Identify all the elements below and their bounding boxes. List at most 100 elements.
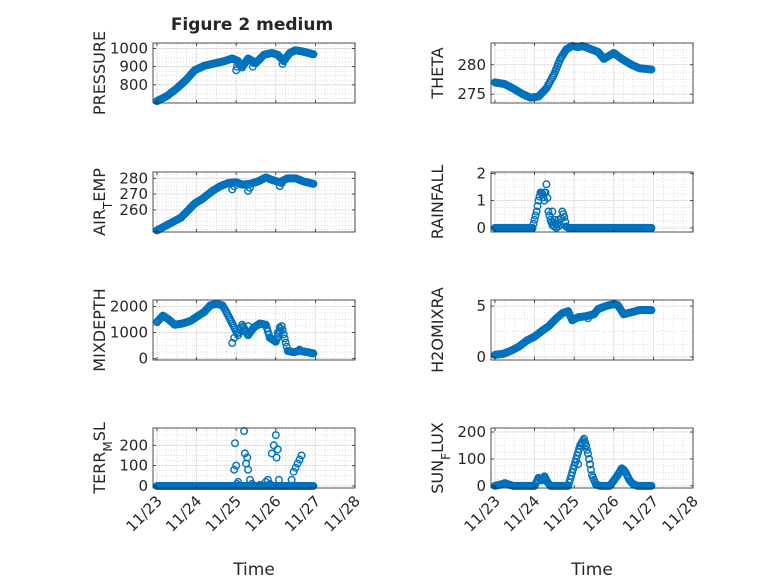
- data-point: [269, 441, 278, 450]
- data-point: [240, 449, 249, 458]
- axes-box: [152, 299, 356, 361]
- data-series: [152, 173, 318, 235]
- panel-theta: 275 280 THETA: [428, 41, 694, 104]
- data-point: [309, 50, 318, 59]
- y-axis-label-part: H2OMIXRA: [428, 287, 447, 373]
- data-point: [309, 481, 318, 490]
- data-point: [295, 345, 304, 354]
- data-series: [152, 299, 318, 358]
- data-point: [230, 439, 239, 448]
- y-tick-label: 5: [476, 297, 486, 315]
- figure-title: Figure 2 medium: [171, 15, 333, 35]
- y-axis-label: RAINFALL: [428, 165, 447, 240]
- data-point: [583, 445, 592, 454]
- data-point: [544, 207, 553, 216]
- data-point: [293, 459, 302, 468]
- data-series: [152, 427, 318, 490]
- plot-area: [491, 300, 693, 360]
- data-point: [533, 202, 542, 211]
- axes-box: [490, 299, 694, 361]
- data-point: [309, 179, 318, 188]
- y-axis-label-part: RAINFALL: [428, 165, 447, 240]
- data-point: [584, 449, 593, 458]
- data-point: [297, 451, 306, 460]
- data-point: [275, 323, 284, 332]
- y-tick-label: 1: [476, 192, 486, 210]
- data-point: [249, 59, 258, 68]
- data-point: [647, 481, 656, 490]
- y-axis-label-part: TERR: [90, 452, 109, 495]
- y-axis-label-part: SUN: [428, 460, 447, 494]
- y-axis-label: MIXDEPTH: [90, 288, 109, 371]
- axes-box: [490, 42, 694, 104]
- data-point: [550, 222, 559, 231]
- data-point: [228, 339, 237, 348]
- data-point: [586, 311, 595, 320]
- data-point: [586, 460, 595, 469]
- data-point: [277, 179, 286, 188]
- data-point: [280, 334, 289, 343]
- y-tick-label: 280: [457, 56, 486, 74]
- data-point: [243, 453, 252, 462]
- data-point: [235, 60, 244, 69]
- data-point: [246, 475, 255, 484]
- data-point: [261, 477, 270, 486]
- data-point: [647, 223, 656, 232]
- panel-rainfall: 0 1 2 RAINFALL: [428, 164, 694, 240]
- data-point: [265, 479, 274, 488]
- y-tick-label: 0: [476, 348, 486, 366]
- y-tick-label: 900: [119, 58, 148, 76]
- axes-box: [152, 42, 356, 104]
- data-point: [244, 465, 253, 474]
- data-point: [283, 481, 292, 490]
- plot-area: [491, 172, 693, 232]
- data-point: [273, 328, 282, 337]
- data-series: [152, 46, 318, 106]
- data-point: [279, 56, 288, 65]
- data-point: [582, 441, 591, 450]
- data-point: [289, 467, 298, 476]
- data-point: [251, 481, 260, 490]
- data-series: [490, 300, 656, 359]
- x-axis-label: Time: [232, 560, 275, 580]
- data-point: [532, 207, 541, 216]
- y-tick-label: 0: [476, 477, 486, 495]
- y-axis-label-part: THETA: [428, 47, 447, 99]
- data-point: [619, 465, 628, 474]
- data-point: [244, 322, 253, 331]
- data-point: [585, 454, 594, 463]
- data-point: [554, 222, 563, 231]
- y-axis-label: PRESSURE: [90, 31, 109, 115]
- data-point: [230, 465, 239, 474]
- data-point: [272, 453, 281, 462]
- y-tick-label: 100: [119, 457, 148, 475]
- data-point: [287, 475, 296, 484]
- y-tick-label: 2000: [110, 298, 148, 316]
- data-point: [587, 465, 596, 474]
- data-point: [575, 444, 584, 453]
- data-point: [263, 475, 272, 484]
- y-axis-label: TERRMSL: [90, 422, 115, 495]
- y-tick-label: 0: [476, 219, 486, 237]
- data-series: [490, 180, 656, 232]
- y-tick-label: 275: [457, 85, 486, 103]
- data-point: [248, 62, 257, 71]
- panel-h2omixra: 0 5 H2OMIXRA: [428, 287, 694, 373]
- y-axis-label: THETA: [428, 47, 447, 99]
- y-tick-label: 1000: [110, 324, 148, 342]
- data-point: [291, 463, 300, 472]
- y-tick-label: 280: [119, 169, 148, 187]
- y-tick-label: 1000: [110, 39, 148, 57]
- y-tick-label: 200: [457, 423, 486, 441]
- data-point: [281, 338, 290, 347]
- y-axis-label-subscript: F: [439, 453, 453, 460]
- y-axis-label: SUNFLUX: [428, 422, 453, 494]
- y-axis-label-part: LUX: [428, 422, 447, 453]
- y-tick-label: 200: [119, 436, 148, 454]
- plot-area: [153, 428, 355, 488]
- data-point: [230, 333, 239, 342]
- data-point: [232, 461, 241, 470]
